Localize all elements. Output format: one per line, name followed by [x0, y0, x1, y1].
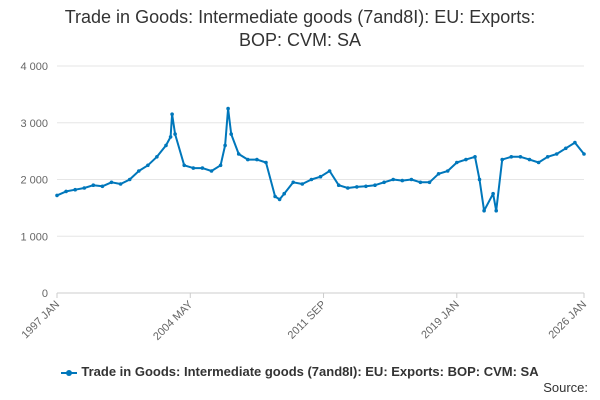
data-point[interactable] — [170, 112, 174, 116]
data-point[interactable] — [73, 187, 77, 192]
data-point[interactable] — [418, 180, 423, 185]
chart-title: Trade in Goods: Intermediate goods (7and… — [0, 6, 600, 52]
data-point[interactable] — [477, 177, 482, 182]
y-tick-label: 1 000 — [20, 231, 48, 243]
y-axis-ticks: 0 1 000 2 000 3 000 4 000 — [20, 61, 48, 300]
data-point[interactable] — [373, 183, 377, 187]
data-point[interactable] — [246, 157, 250, 162]
data-point[interactable] — [173, 132, 177, 136]
data-point[interactable] — [255, 157, 259, 162]
legend-swatch-icon — [61, 368, 78, 378]
x-tick-label: 1997 JAN — [19, 299, 62, 342]
x-tick-label: 2011 SEP — [286, 299, 329, 342]
data-point[interactable] — [226, 106, 230, 111]
data-point[interactable] — [518, 155, 523, 159]
data-point[interactable] — [55, 193, 59, 198]
data-point[interactable] — [218, 163, 223, 168]
series-layer — [55, 106, 586, 213]
data-point[interactable] — [455, 160, 459, 165]
data-point[interactable] — [318, 174, 323, 179]
data-point[interactable] — [545, 155, 550, 159]
data-point[interactable] — [200, 166, 205, 170]
y-tick-label: 0 — [42, 288, 48, 300]
data-point[interactable] — [82, 186, 87, 190]
data-point[interactable] — [327, 169, 332, 173]
data-point[interactable] — [209, 169, 214, 173]
data-point[interactable] — [464, 157, 468, 162]
legend-label: Trade in Goods: Intermediate goods (7and… — [81, 364, 539, 379]
x-tick-label: 2026 JAN — [546, 299, 589, 342]
series-line-0[interactable] — [56, 107, 585, 212]
data-point[interactable] — [564, 146, 568, 151]
x-axis: 1997 JAN 2004 MAY 2011 SEP 2019 JAN 2026 JAN — [19, 292, 589, 343]
x-tick-label: 2019 JAN — [419, 299, 462, 342]
data-point[interactable] — [554, 152, 559, 156]
data-point[interactable] — [300, 182, 305, 186]
x-tick-label: 2004 MAY — [151, 298, 196, 343]
chart-title-line-1: Trade in Goods: Intermediate goods (7and… — [64, 7, 536, 27]
chart-title-line-2: BOP: CVM: SA — [238, 30, 362, 50]
data-point[interactable] — [400, 178, 405, 183]
data-point[interactable] — [491, 191, 495, 196]
data-point[interactable] — [436, 172, 441, 176]
data-point[interactable] — [64, 189, 68, 194]
data-point[interactable] — [427, 180, 432, 185]
data-point[interactable] — [155, 155, 159, 159]
data-point[interactable] — [273, 194, 277, 199]
y-tick-label: 2 000 — [20, 175, 48, 187]
data-point[interactable] — [473, 155, 477, 159]
data-point[interactable] — [527, 157, 532, 162]
data-point[interactable] — [364, 184, 368, 189]
grid-lines — [57, 65, 584, 294]
data-point[interactable] — [573, 140, 577, 145]
data-point[interactable] — [500, 157, 505, 162]
data-point[interactable] — [291, 180, 296, 185]
data-point[interactable] — [582, 152, 586, 156]
data-point[interactable] — [536, 160, 541, 165]
legend[interactable]: Trade in Goods: Intermediate goods (7and… — [0, 364, 600, 379]
data-point[interactable] — [127, 177, 132, 182]
data-point[interactable] — [264, 160, 268, 165]
data-point[interactable] — [282, 191, 287, 196]
data-point[interactable] — [191, 166, 196, 170]
data-point[interactable] — [482, 208, 486, 213]
data-point[interactable] — [277, 197, 282, 202]
data-point[interactable] — [236, 152, 241, 156]
data-point[interactable] — [182, 163, 186, 168]
y-tick-label: 4 000 — [20, 61, 48, 73]
data-point[interactable] — [309, 177, 314, 182]
data-point[interactable] — [109, 180, 114, 185]
data-point[interactable] — [91, 183, 96, 187]
data-point[interactable] — [445, 169, 450, 173]
data-point[interactable] — [118, 182, 123, 186]
data-point[interactable] — [509, 155, 514, 159]
data-point[interactable] — [168, 135, 173, 139]
data-point[interactable] — [100, 184, 105, 189]
data-point[interactable] — [164, 143, 168, 148]
data-point[interactable] — [346, 186, 350, 190]
data-point[interactable] — [137, 169, 141, 173]
data-point[interactable] — [494, 208, 499, 213]
y-tick-label: 3 000 — [20, 118, 48, 130]
data-point[interactable] — [409, 177, 414, 182]
data-point[interactable] — [382, 180, 386, 185]
data-point[interactable] — [229, 132, 233, 136]
source-credit[interactable]: Source: — [543, 380, 588, 395]
data-point[interactable] — [391, 177, 396, 182]
data-point[interactable] — [146, 163, 150, 168]
data-point[interactable] — [223, 143, 227, 148]
data-point[interactable] — [355, 185, 359, 189]
data-point[interactable] — [336, 183, 341, 187]
